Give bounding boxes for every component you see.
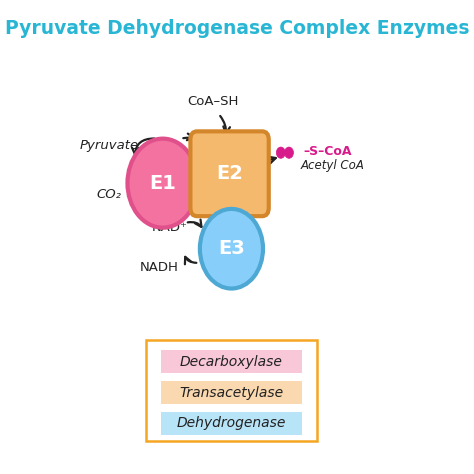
Text: E2: E2 [216, 164, 243, 183]
Circle shape [276, 147, 285, 158]
Text: Transacetylase: Transacetylase [179, 385, 283, 400]
FancyBboxPatch shape [161, 350, 302, 373]
FancyBboxPatch shape [191, 131, 269, 216]
FancyBboxPatch shape [161, 381, 302, 404]
Circle shape [284, 147, 293, 158]
Text: E3: E3 [218, 239, 245, 258]
Text: NAD⁺: NAD⁺ [152, 221, 188, 234]
FancyBboxPatch shape [146, 340, 317, 441]
Text: Acetyl CoA: Acetyl CoA [301, 159, 365, 172]
Text: Decarboxylase: Decarboxylase [180, 355, 283, 369]
FancyBboxPatch shape [161, 412, 302, 435]
Text: NADH: NADH [139, 261, 179, 274]
Text: Pyruvate Dehydrogenase Complex Enzymes: Pyruvate Dehydrogenase Complex Enzymes [5, 19, 469, 38]
Circle shape [200, 209, 263, 289]
Text: CO₂: CO₂ [96, 188, 121, 201]
Text: –S–CoA: –S–CoA [304, 145, 352, 158]
Circle shape [128, 138, 198, 228]
Text: Dehydrogenase: Dehydrogenase [177, 417, 286, 430]
Text: CoA–SH: CoA–SH [187, 95, 238, 108]
Text: Pyruvate: Pyruvate [79, 139, 138, 152]
Text: E1: E1 [149, 173, 176, 192]
